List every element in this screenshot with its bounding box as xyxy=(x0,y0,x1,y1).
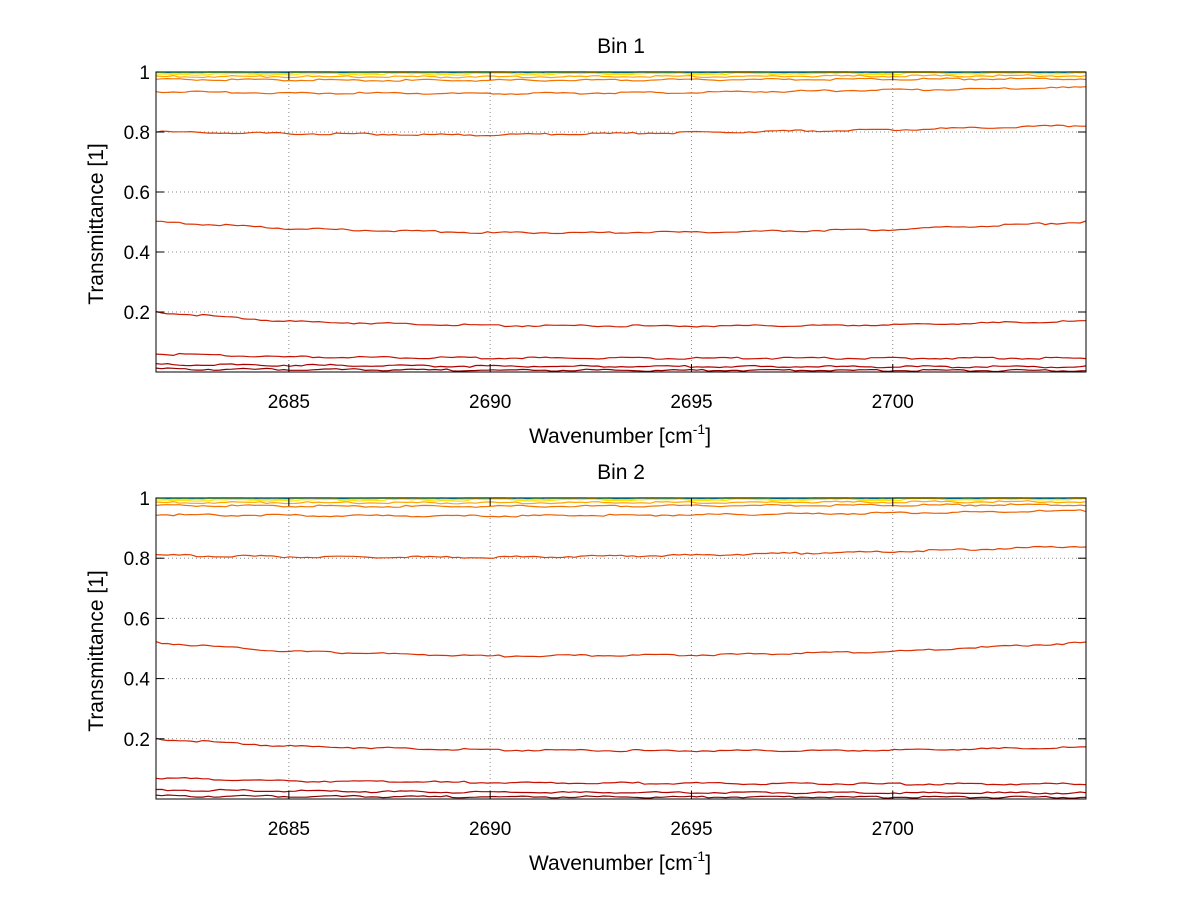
y-axis-label: Transmittance [1] xyxy=(85,570,108,731)
x-tick-label: 2695 xyxy=(670,819,712,840)
chart-panel-bin-1: Bin 1 2685 2690 2695 2700 0.2 0.4 0.6 0.8 1 Wave… xyxy=(85,35,1087,448)
series-line-s5 xyxy=(155,77,1087,82)
y-tick-label: 0.8 xyxy=(124,123,150,144)
chart-panel-bin-2: Bin 2 2685 2690 2695 2700 0.2 0.4 0.6 0.8 1 Wave… xyxy=(85,461,1087,875)
x-tick-label: 2690 xyxy=(469,392,511,413)
series-line-s3 xyxy=(156,71,1087,76)
series-line-s11 xyxy=(155,788,1087,795)
plot-area xyxy=(156,498,1086,799)
series-line-s12 xyxy=(155,794,1087,799)
x-tick-label: 2685 xyxy=(268,392,310,413)
series-line-s6 xyxy=(155,86,1087,96)
y-tick-label: 0.6 xyxy=(124,183,150,204)
x-axis-label: Wavenumber [cm-1] xyxy=(529,848,711,875)
axes-frame xyxy=(155,497,1087,800)
series-line-s7 xyxy=(155,545,1087,559)
y-tick-label: 0.8 xyxy=(124,549,150,570)
y-tick-label: 0.4 xyxy=(124,670,151,691)
axes-frame xyxy=(155,71,1087,373)
series-line-s4 xyxy=(155,74,1087,79)
series-line-s5 xyxy=(155,503,1087,508)
y-tick-label: 0.2 xyxy=(124,730,150,751)
chart-title: Bin 2 xyxy=(597,461,645,484)
y-axis-label: Transmittance [1] xyxy=(85,143,108,304)
series-line-s11 xyxy=(155,362,1087,369)
series-line-s12 xyxy=(155,367,1087,373)
series-line-s6 xyxy=(155,509,1087,518)
y-tick-label: 0.4 xyxy=(124,243,151,264)
series-line-s10 xyxy=(155,352,1087,360)
x-tick-label: 2685 xyxy=(268,819,310,840)
series-line-s3 xyxy=(155,497,1087,502)
x-tick-label: 2690 xyxy=(469,819,511,840)
x-axis-label: Wavenumber [cm-1] xyxy=(529,421,711,448)
series-line-s4 xyxy=(155,500,1087,505)
series-line-s9 xyxy=(155,737,1086,753)
series-line-s7 xyxy=(155,124,1086,137)
x-tick-label: 2695 xyxy=(670,392,712,413)
series-line-s9 xyxy=(155,310,1086,328)
y-tick-label: 0.6 xyxy=(124,609,150,630)
x-tick-label: 2700 xyxy=(872,392,914,413)
x-tick-label: 2700 xyxy=(872,819,914,840)
y-tick-label: 1 xyxy=(139,489,150,510)
series-line-s8 xyxy=(155,641,1087,658)
series-line-s8 xyxy=(156,220,1087,235)
series-line-s10 xyxy=(155,776,1087,786)
y-tick-label: 1 xyxy=(139,63,150,84)
chart-title: Bin 1 xyxy=(597,35,645,58)
y-tick-label: 0.2 xyxy=(124,303,150,324)
